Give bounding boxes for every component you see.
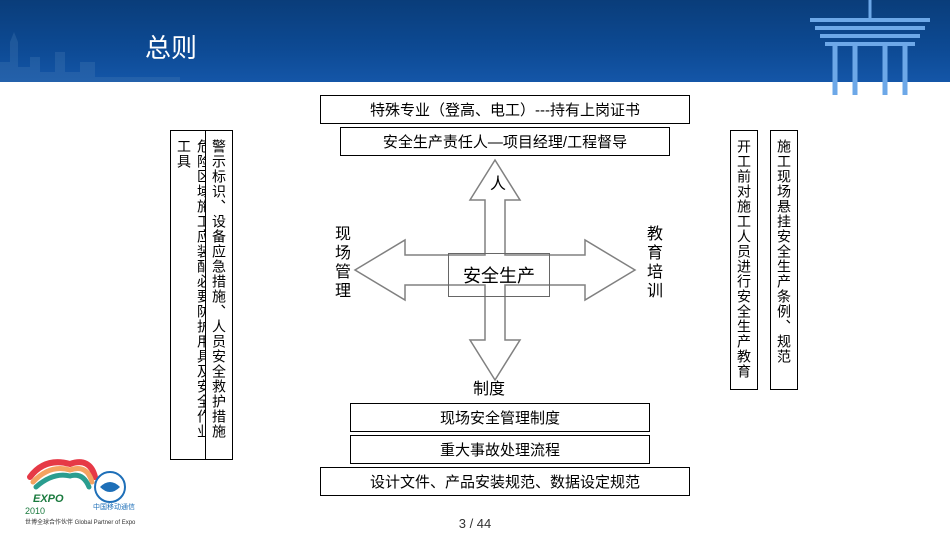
page-current: 3 bbox=[459, 516, 466, 531]
svg-text:世博全球合作伙伴 Global Partner of Exp: 世博全球合作伙伴 Global Partner of Expo bbox=[25, 518, 136, 526]
svg-text:EXPO: EXPO bbox=[33, 493, 64, 505]
arm-top-label: 人 bbox=[490, 170, 506, 194]
arm-right-label: 教育培训 bbox=[640, 225, 664, 301]
expo-logo: EXPO 2010 中国移动通信 世博全球合作伙伴 Global Partner… bbox=[15, 452, 145, 527]
right-box-2: 施工现场悬挂安全生产条例、规范 bbox=[770, 130, 798, 390]
center-concept: 安全生产 bbox=[448, 253, 550, 297]
arm-left-label: 现场管理 bbox=[328, 225, 352, 301]
right-box-1: 开工前对施工人员进行安全生产教育 bbox=[730, 130, 758, 390]
svg-text:2010: 2010 bbox=[25, 506, 45, 516]
pavilion-decoration bbox=[800, 0, 940, 95]
bottom-box-1: 现场安全管理制度 bbox=[350, 403, 650, 432]
safety-diagram: 特殊专业（登高、电工）---持有上岗证书 安全生产责任人—项目经理/工程督导 危… bbox=[170, 95, 880, 495]
slide-header: 总则 bbox=[0, 0, 950, 82]
svg-text:中国移动通信: 中国移动通信 bbox=[93, 502, 135, 511]
top-box-2: 安全生产责任人—项目经理/工程督导 bbox=[340, 127, 670, 156]
arm-bottom-label: 制度 bbox=[473, 375, 505, 399]
top-box-1: 特殊专业（登高、电工）---持有上岗证书 bbox=[320, 95, 690, 124]
page-number: 3 / 44 bbox=[459, 516, 492, 531]
bottom-box-3: 设计文件、产品安装规范、数据设定规范 bbox=[320, 467, 690, 496]
slide-title: 总则 bbox=[145, 28, 197, 65]
left-box-2: 警示标识、设备应急措施、人员安全救护措施 bbox=[205, 130, 233, 460]
page-total: 44 bbox=[477, 516, 491, 531]
bottom-box-2: 重大事故处理流程 bbox=[350, 435, 650, 464]
